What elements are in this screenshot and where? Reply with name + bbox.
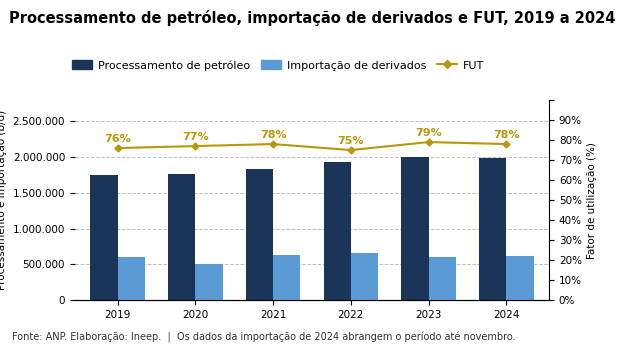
FUT <box>192 144 199 148</box>
Bar <box>90 175 118 300</box>
Text: 78%: 78% <box>493 130 520 140</box>
Text: 79%: 79% <box>415 128 442 138</box>
Bar <box>351 253 378 300</box>
FUT <box>114 146 122 150</box>
Bar <box>246 169 273 300</box>
Bar <box>506 256 534 300</box>
Text: Processamento de petróleo, importação de derivados e FUT, 2019 a 2024: Processamento de petróleo, importação de… <box>9 10 615 26</box>
Y-axis label: Processamento e importação (b/d): Processamento e importação (b/d) <box>0 110 7 290</box>
Y-axis label: Fator de utilização (%): Fator de utilização (%) <box>587 142 597 258</box>
Bar <box>324 161 351 300</box>
Bar <box>479 158 506 300</box>
FUT <box>425 140 432 144</box>
Text: 76%: 76% <box>104 134 131 144</box>
Bar <box>429 257 456 300</box>
Legend: Processamento de petróleo, Importação de derivados, FUT: Processamento de petróleo, Importação de… <box>68 56 489 75</box>
Bar <box>118 257 145 300</box>
Text: 78%: 78% <box>260 130 286 140</box>
FUT <box>502 142 510 146</box>
Bar <box>273 255 300 300</box>
Text: 77%: 77% <box>182 132 208 142</box>
Line: FUT: FUT <box>115 140 509 152</box>
Bar <box>195 264 223 300</box>
FUT <box>270 142 277 146</box>
FUT <box>347 148 354 152</box>
Bar <box>168 174 195 300</box>
Bar <box>401 157 429 300</box>
Text: Fonte: ANP. Elaboração: Ineep.  |  Os dados da importação de 2024 abrangem o per: Fonte: ANP. Elaboração: Ineep. | Os dado… <box>12 332 516 343</box>
Text: 75%: 75% <box>338 136 364 146</box>
